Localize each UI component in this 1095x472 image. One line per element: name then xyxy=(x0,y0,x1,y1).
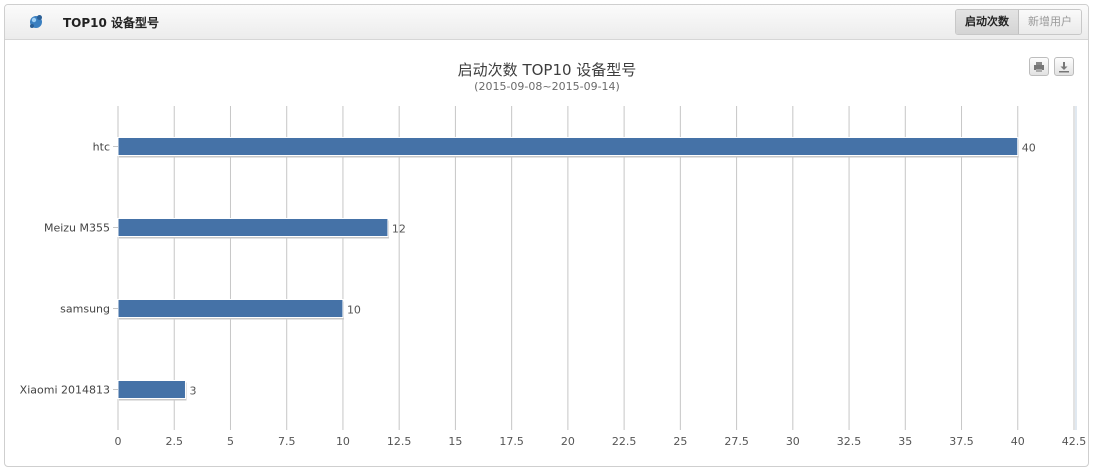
x-tick-label: 25 xyxy=(673,435,687,448)
x-tick-label: 12.5 xyxy=(387,435,412,448)
bar xyxy=(117,137,1019,156)
download-button[interactable] xyxy=(1054,57,1074,76)
data-labels: 40 12 10 3 xyxy=(189,142,1035,398)
chart-title: 启动次数 TOP10 设备型号 xyxy=(458,61,637,79)
x-tick-label: 42.5 xyxy=(1062,435,1087,448)
print-icon xyxy=(1034,62,1044,72)
category-label: htc xyxy=(93,141,110,154)
category-labels: htc Meizu M355 samsung Xiaomi 2014813 xyxy=(20,141,118,397)
data-label: 10 xyxy=(347,304,361,317)
metric-tabs: 启动次数 新增用户 xyxy=(955,9,1082,35)
data-label: 12 xyxy=(392,223,406,236)
x-tick-label: 22.5 xyxy=(612,435,637,448)
x-tick-label: 35 xyxy=(898,435,912,448)
bar xyxy=(117,299,344,318)
device-icon xyxy=(30,15,42,28)
x-tick-label: 27.5 xyxy=(724,435,749,448)
category-label: Meizu M355 xyxy=(44,222,110,235)
panel-title: TOP10 设备型号 xyxy=(63,16,160,30)
print-button[interactable] xyxy=(1029,57,1049,76)
x-tick-label: 37.5 xyxy=(949,435,974,448)
x-tick-label: 17.5 xyxy=(499,435,524,448)
x-tick-label: 40 xyxy=(1011,435,1025,448)
x-tick-label: 0 xyxy=(115,435,122,448)
bar xyxy=(117,218,389,237)
chart-subtitle: (2015-09-08~2015-09-14) xyxy=(474,80,620,93)
bar xyxy=(117,380,186,399)
panel-header: TOP10 设备型号 启动次数 新增用户 xyxy=(5,5,1088,40)
bars xyxy=(117,137,1019,401)
x-tick-label: 15 xyxy=(448,435,462,448)
category-label: Xiaomi 2014813 xyxy=(20,384,110,397)
x-tick-label: 7.5 xyxy=(278,435,296,448)
x-tick-label: 10 xyxy=(336,435,350,448)
grid-lines xyxy=(117,106,1077,430)
tab-launch-count[interactable]: 启动次数 xyxy=(956,10,1019,34)
x-tick-label: 32.5 xyxy=(837,435,862,448)
data-label: 3 xyxy=(189,385,196,398)
data-label: 40 xyxy=(1022,142,1036,155)
x-axis-labels: 0 2.5 5 7.5 10 12.5 15 17.5 20 22.5 25 27.5 30 32.5 35… xyxy=(115,435,1087,448)
x-tick-label: 2.5 xyxy=(165,435,183,448)
bar-chart: 启动次数 TOP10 设备型号 (2015-09-08~2015-09-14) … xyxy=(20,61,1087,448)
x-tick-label: 5 xyxy=(227,435,234,448)
x-tick-label: 30 xyxy=(786,435,800,448)
tab-new-users[interactable]: 新增用户 xyxy=(1019,10,1081,34)
download-icon xyxy=(1059,62,1069,73)
category-label: samsung xyxy=(60,303,110,316)
x-tick-label: 20 xyxy=(561,435,575,448)
